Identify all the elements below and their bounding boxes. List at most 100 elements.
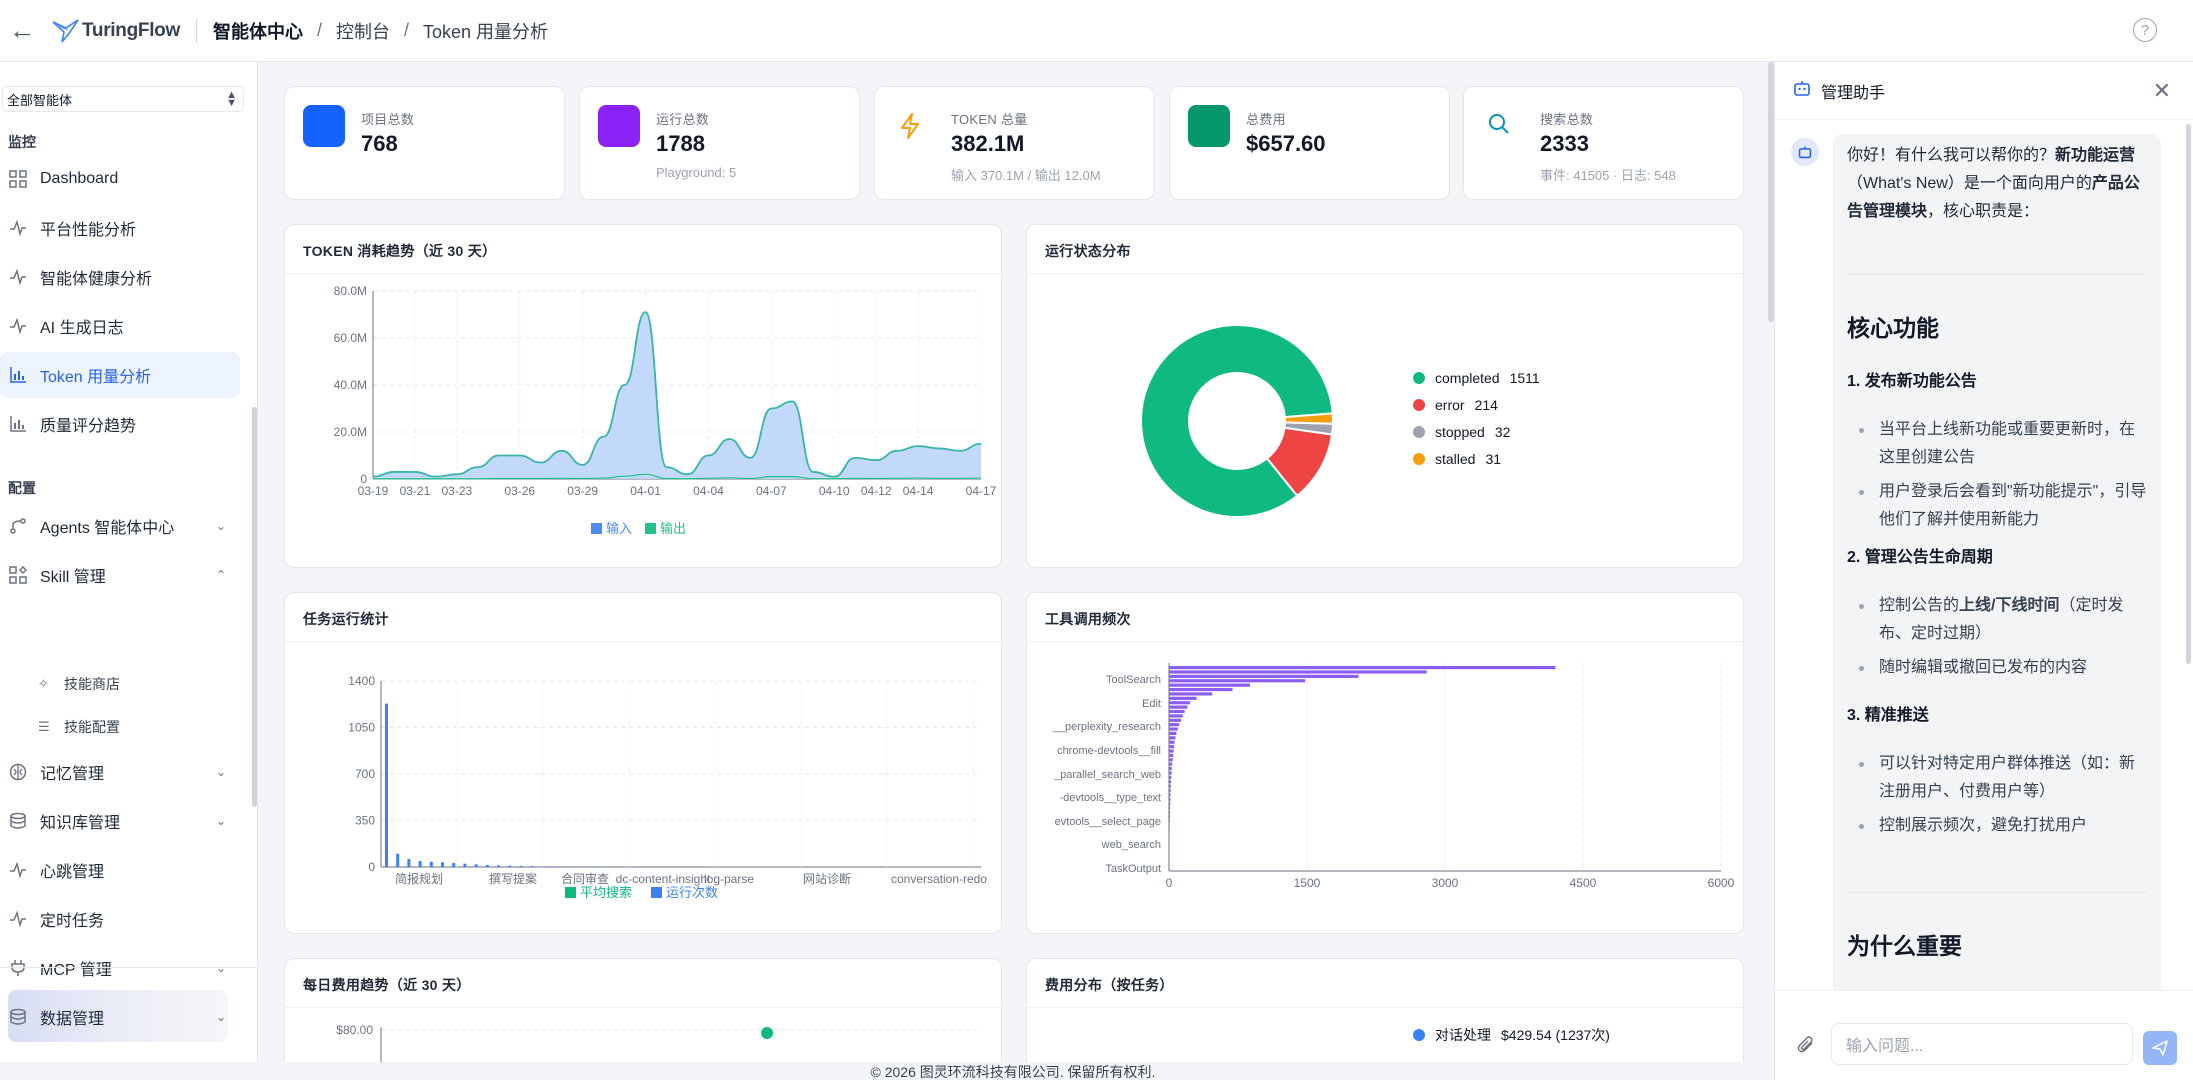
chevron-up-icon: ⌃	[215, 568, 226, 582]
sidebar-item-ai-logs[interactable]: AI 生成日志	[0, 303, 240, 349]
sidebar-item-agents[interactable]: Agents 智能体中心 ⌄	[0, 503, 240, 549]
sparkle-icon: ✧	[38, 676, 49, 691]
intro-bold: 新功能运营	[2055, 147, 2136, 164]
legend-item-error[interactable]: error 214	[1413, 397, 1498, 413]
bar	[1169, 824, 1170, 828]
assistant-scrollbar[interactable]	[2186, 124, 2191, 664]
legend-label: stopped	[1435, 424, 1485, 440]
y-tick-label: 1050	[348, 721, 375, 735]
bar	[474, 864, 478, 867]
logo[interactable]: TuringFlow	[50, 16, 180, 46]
stat-subtext: 事件: 41505 · 日志: 548	[1540, 168, 1676, 183]
list-item: 用户登录后会看到"新功能提示"，引导他们了解并使用新能力	[1859, 478, 2149, 534]
heading-section-2: 2. 管理公告生命周期	[1847, 549, 1993, 566]
y-tick-label: evtools__select_page	[1055, 816, 1161, 828]
legend-label: 运行次数	[666, 885, 718, 900]
bar-chart-icon	[8, 365, 28, 385]
chat-input[interactable]: 输入问题...	[1831, 1023, 2133, 1065]
bar	[519, 865, 523, 867]
robot-icon	[1793, 79, 1811, 102]
legend-label: 输入	[606, 521, 632, 536]
intro-text: 你好！有什么我可以帮你的？	[1847, 147, 2056, 164]
attachment-icon[interactable]	[1797, 1035, 1815, 1058]
sidebar-subitem-skill-store[interactable]: ✧ 技能商店	[38, 664, 120, 704]
sidebar-item-platform-performance[interactable]: 平台性能分析	[0, 205, 240, 251]
agent-select[interactable]: 全部智能体 ▲ ▼	[2, 86, 244, 112]
stat-label: 项目总数	[361, 112, 415, 127]
sidebar-item-data-management[interactable]: 数据管理 ⌄	[0, 994, 240, 1040]
sidebar-item-knowledge-base[interactable]: 知识库管理 ⌄	[0, 798, 240, 844]
bar	[1169, 784, 1171, 788]
bar	[1169, 709, 1185, 714]
stat-label: 运行总数	[656, 112, 710, 127]
legend-label: 对话处理	[1435, 1027, 1491, 1043]
logo-bird-icon	[52, 18, 79, 42]
legend-item-completed[interactable]: completed 1511	[1413, 370, 1540, 386]
bar	[1169, 714, 1183, 718]
sidebar-item-label: 心跳管理	[40, 864, 105, 881]
send-icon[interactable]	[2143, 1031, 2177, 1065]
legend-item-dialog-processing[interactable]: 对话处理 $429.54 (1237次)	[1413, 1025, 1610, 1045]
user-profile[interactable]	[8, 990, 228, 1042]
x-tick-label: 03-29	[567, 484, 598, 498]
bar	[1169, 797, 1171, 801]
help-icon[interactable]: ?	[2133, 18, 2157, 42]
legend-item-stopped[interactable]: stopped 32	[1413, 424, 1510, 440]
bar	[1169, 674, 1359, 678]
database-icon	[8, 1007, 28, 1027]
plug-icon	[8, 958, 28, 978]
breadcrumb-item-console[interactable]: 控制台	[335, 21, 390, 42]
sidebar-item-scheduled-tasks[interactable]: 定时任务	[0, 896, 240, 942]
list-item: 当平台上线新功能或重要更新时，在这里创建公告	[1859, 416, 2149, 472]
bar	[1169, 683, 1250, 687]
x-tick-label: dc-content-insight	[616, 872, 711, 886]
top-bar: ← TuringFlow 智能体中心 / 控制台 / Token 用量分析 ?	[0, 0, 2193, 62]
legend-swatch	[591, 523, 602, 534]
sidebar-item-heartbeat[interactable]: 心跳管理	[0, 847, 240, 893]
x-tick-label: log-parse	[704, 872, 754, 886]
legend-value: $429.54 (1237次)	[1501, 1027, 1610, 1043]
assistant-panel: 管理助手 ✕ 你好！有什么我可以帮你的？新功能运营 （What's New）是一个…	[1774, 62, 2193, 1080]
breadcrumb-item-current: Token 用量分析	[423, 21, 549, 42]
back-arrow-icon[interactable]: ←	[9, 15, 35, 45]
x-tick-label: 简报规划	[395, 871, 443, 886]
bar	[1169, 696, 1197, 700]
chevron-down-icon: ⌄	[215, 814, 226, 828]
sidebar-item-mcp[interactable]: MCP 管理 ⌄	[0, 945, 240, 991]
sidebar-subitem-skill-config[interactable]: ☰ 技能配置	[38, 707, 120, 747]
sidebar-item-agent-health[interactable]: 智能体健康分析	[0, 254, 240, 300]
panel-daily-cost: 每日费用趋势（近 30 天） $80.00	[284, 958, 1002, 1080]
stat-card-tokens: TOKEN 总量 382.1M 输入 370.1M / 输出 12.0M	[874, 86, 1155, 200]
x-tick-label: 03-26	[504, 484, 535, 498]
sidebar-scrollbar[interactable]	[252, 407, 257, 807]
stat-value: 1788	[656, 131, 705, 156]
list-item: 随时编辑或撤回已发布的内容	[1859, 654, 2149, 682]
y-tick-label: 350	[355, 814, 375, 828]
sidebar-item-skill[interactable]: Skill 管理 ⌃	[0, 552, 240, 598]
legend-label: stalled	[1435, 451, 1476, 467]
bar	[407, 859, 411, 867]
stat-color-square	[598, 105, 640, 147]
legend-item-stalled[interactable]: stalled 31	[1413, 451, 1501, 467]
y-tick-label: 1400	[348, 674, 375, 688]
sidebar-item-token-usage[interactable]: Token 用量分析	[0, 352, 240, 398]
bar-chart-icon	[8, 414, 28, 434]
close-icon[interactable]: ✕	[2152, 78, 2171, 103]
y-tick-label: 60.0M	[334, 331, 367, 345]
y-tick-label: 20.0M	[334, 425, 367, 439]
sidebar-item-quality-trend[interactable]: 质量评分趋势	[0, 401, 240, 447]
main-scrollbar[interactable]	[1768, 62, 1774, 322]
list-text: （定时发布、定时过期）	[1879, 597, 2124, 642]
panel-divider	[285, 641, 1001, 642]
y-tick-label: ToolSearch	[1106, 674, 1161, 686]
sidebar-item-memory[interactable]: 记忆管理 ⌄	[0, 749, 240, 795]
message-divider	[1847, 274, 2147, 275]
stat-color-square	[1188, 105, 1230, 147]
sidebar-item-label: Token 用量分析	[40, 369, 152, 386]
breadcrumb-item-agent-center[interactable]: 智能体中心	[212, 21, 303, 42]
x-tick-label: 6000	[1708, 876, 1735, 890]
bar	[1169, 802, 1171, 806]
breadcrumb-separator: /	[403, 20, 409, 40]
legend-value: 1511	[1509, 370, 1540, 386]
sidebar-item-dashboard[interactable]: Dashboard	[0, 156, 240, 202]
